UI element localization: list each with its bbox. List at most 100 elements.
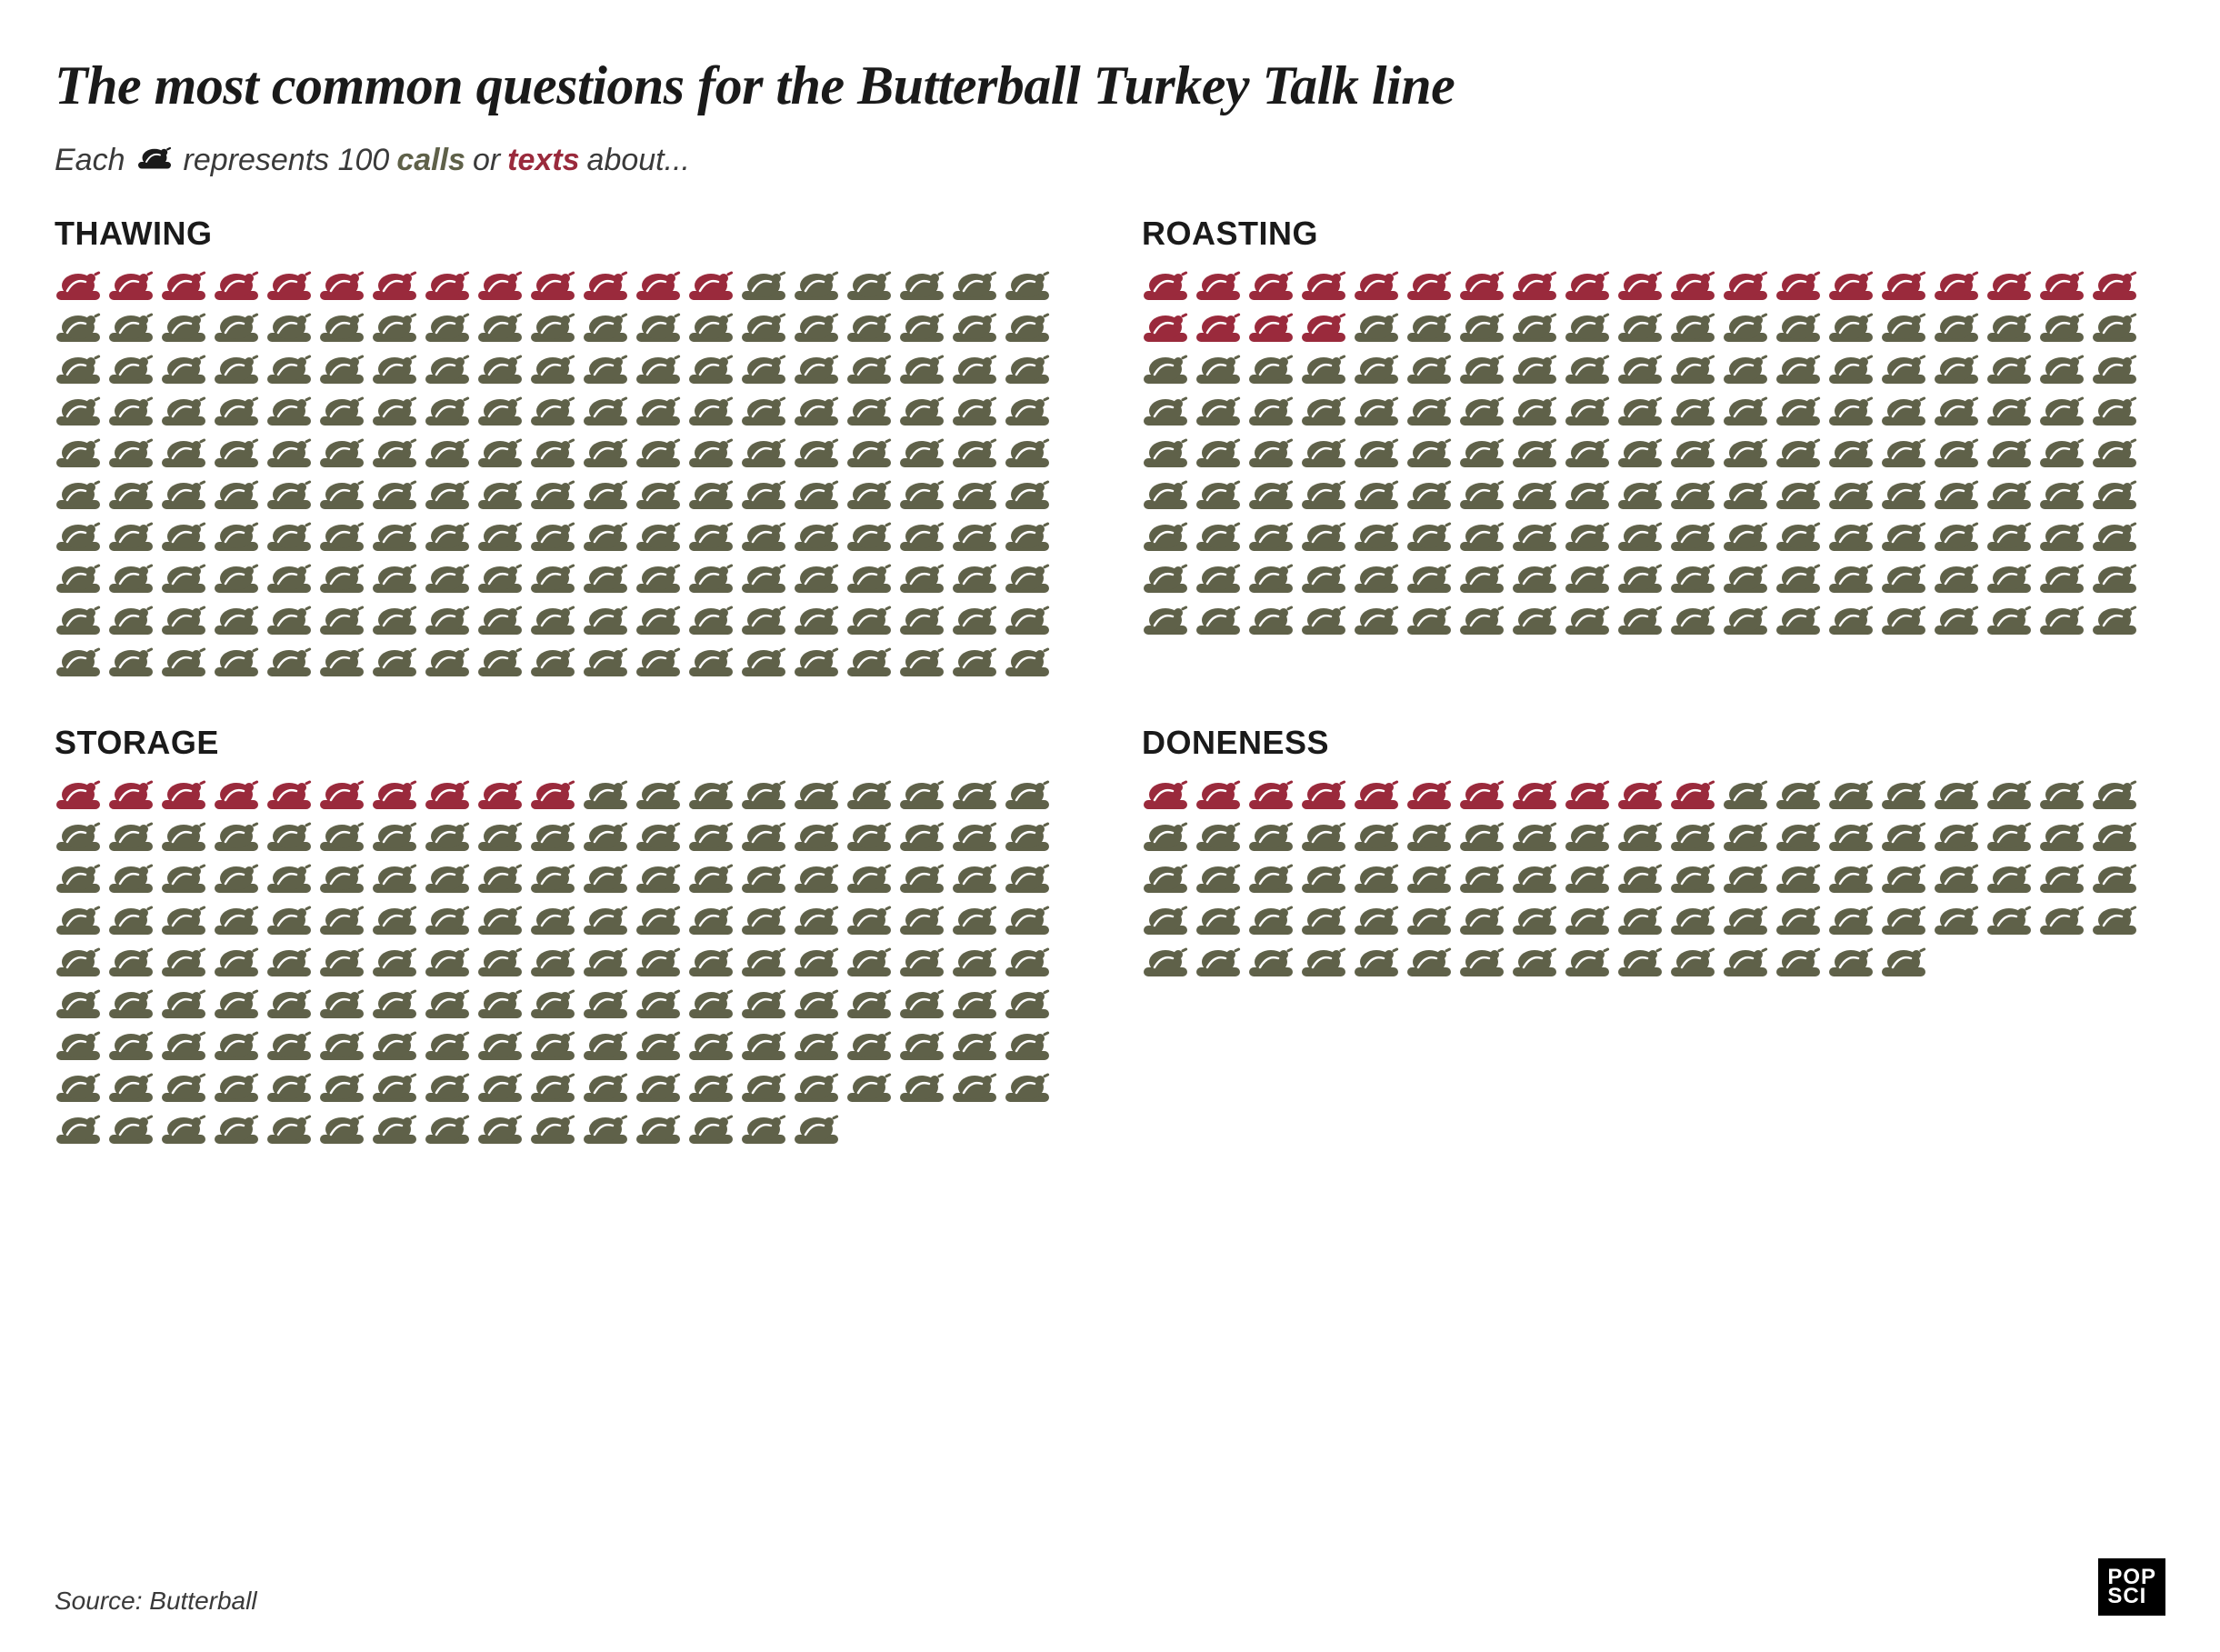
- turkey-icon: [1142, 942, 1189, 978]
- turkey-icon: [1511, 391, 1558, 427]
- turkey-icon: [476, 265, 524, 302]
- turkey-icon: [1933, 433, 1980, 469]
- turkey-icon: [2091, 391, 2138, 427]
- turkey-icon: [1300, 558, 1347, 595]
- turkey-icon: [1142, 433, 1189, 469]
- turkey-icon: [1880, 516, 1927, 553]
- turkey-icon: [845, 816, 893, 853]
- turkey-icon: [635, 1026, 682, 1062]
- turkey-icon: [213, 391, 260, 427]
- turkey-icon: [1827, 349, 1875, 385]
- turkey-icon: [740, 349, 787, 385]
- turkey-icon: [1722, 391, 1769, 427]
- turkey-icon: [265, 775, 313, 811]
- turkey-icon: [845, 558, 893, 595]
- turkey-icon: [1616, 307, 1664, 344]
- turkey-icon: [1300, 816, 1347, 853]
- turkey-icon: [1775, 433, 1822, 469]
- turkey-icon: [582, 858, 629, 895]
- turkey-icon: [1405, 516, 1453, 553]
- turkey-icon: [1405, 558, 1453, 595]
- turkey-icon: [160, 816, 207, 853]
- turkey-icon: [740, 600, 787, 636]
- turkey-icon: [213, 1109, 260, 1146]
- turkey-icon: [1880, 265, 1927, 302]
- turkey-icon: [265, 642, 313, 678]
- turkey-icon: [898, 900, 945, 936]
- turkey-icon: [740, 642, 787, 678]
- turkey-icon: [1669, 475, 1716, 511]
- turkey-icon: [1353, 307, 1400, 344]
- turkey-icon: [1985, 816, 2033, 853]
- turkey-icon: [213, 900, 260, 936]
- turkey-icon: [1880, 475, 1927, 511]
- turkey-icon: [2038, 475, 2085, 511]
- turkey-icon: [371, 516, 418, 553]
- turkey-icon: [793, 1026, 840, 1062]
- turkey-icon: [371, 265, 418, 302]
- turkey-icon: [1722, 433, 1769, 469]
- turkey-icon: [160, 475, 207, 511]
- turkey-icon: [476, 1109, 524, 1146]
- turkey-icon: [529, 391, 576, 427]
- turkey-icon: [1669, 942, 1716, 978]
- turkey-icon: [213, 984, 260, 1020]
- turkey-icon: [845, 391, 893, 427]
- turkey-icon: [424, 858, 471, 895]
- turkey-icon: [2038, 816, 2085, 853]
- turkey-icon: [529, 900, 576, 936]
- turkey-icon: [476, 775, 524, 811]
- turkey-icon: [371, 475, 418, 511]
- turkey-icon: [136, 143, 173, 178]
- turkey-icon: [898, 516, 945, 553]
- turkey-icon: [740, 516, 787, 553]
- turkey-icon: [2091, 516, 2138, 553]
- turkey-icon: [265, 600, 313, 636]
- turkey-icon: [1405, 391, 1453, 427]
- turkey-icon: [1933, 900, 1980, 936]
- turkey-icon: [213, 433, 260, 469]
- turkey-icon: [529, 1026, 576, 1062]
- turkey-icon: [1564, 900, 1611, 936]
- turkey-icon: [687, 265, 735, 302]
- turkey-icon: [160, 1026, 207, 1062]
- turkey-icon: [1004, 1067, 1051, 1104]
- turkey-icon: [1353, 942, 1400, 978]
- turkey-icon: [687, 984, 735, 1020]
- turkey-icon: [951, 475, 998, 511]
- turkey-icon: [1616, 475, 1664, 511]
- turkey-icon: [635, 307, 682, 344]
- turkey-icon: [424, 775, 471, 811]
- turkey-icon: [951, 900, 998, 936]
- turkey-icon: [55, 391, 102, 427]
- turkey-icon: [1722, 600, 1769, 636]
- turkey-icon: [898, 1026, 945, 1062]
- turkey-icon: [845, 600, 893, 636]
- turkey-icon: [213, 942, 260, 978]
- turkey-icon: [845, 475, 893, 511]
- turkey-icon: [1616, 433, 1664, 469]
- turkey-icon: [1985, 600, 2033, 636]
- turkey-icon: [1616, 816, 1664, 853]
- category-label: THAWING: [55, 215, 1078, 253]
- turkey-icon: [2091, 816, 2138, 853]
- turkey-icon: [107, 558, 155, 595]
- turkey-icon: [213, 265, 260, 302]
- turkey-icon: [1616, 858, 1664, 895]
- turkey-icon: [582, 265, 629, 302]
- turkey-icon: [160, 307, 207, 344]
- turkey-icon: [424, 1109, 471, 1146]
- legend-calls-word: calls: [396, 143, 465, 178]
- turkey-icon: [107, 516, 155, 553]
- turkey-icon: [55, 900, 102, 936]
- turkey-icon: [1564, 265, 1611, 302]
- turkey-icon: [1405, 265, 1453, 302]
- turkey-icon: [1722, 349, 1769, 385]
- turkey-icon: [318, 307, 365, 344]
- turkey-icon: [1195, 858, 1242, 895]
- turkey-icon: [1933, 858, 1980, 895]
- turkey-icon: [424, 558, 471, 595]
- turkey-icon: [951, 1067, 998, 1104]
- turkey-icon: [687, 942, 735, 978]
- turkey-icon: [265, 433, 313, 469]
